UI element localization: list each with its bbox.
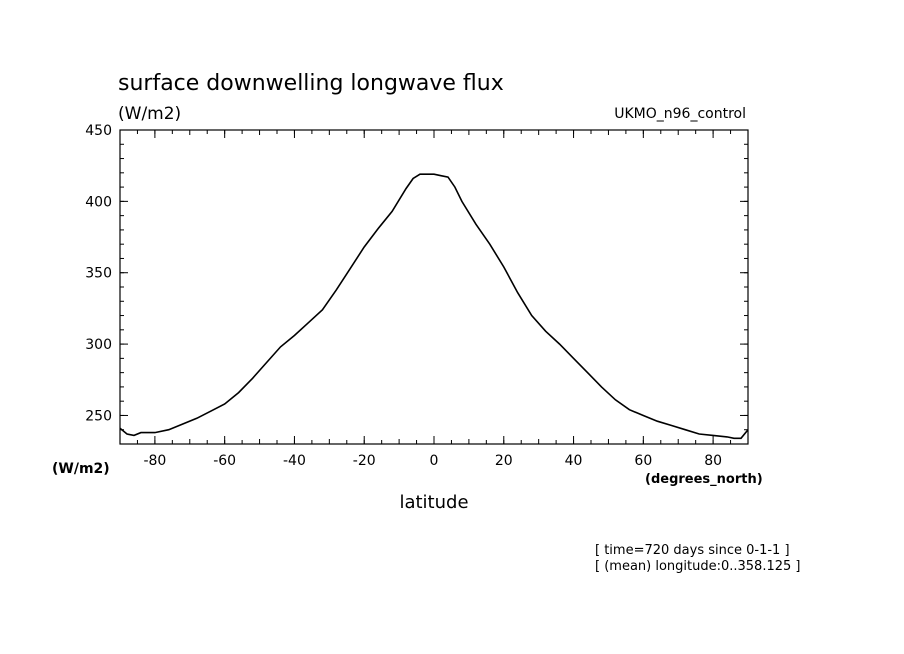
y-tick-label: 250 (85, 408, 112, 424)
x-tick-label: -40 (283, 453, 306, 469)
y-tick-labels: 250 300 350 400 450 (85, 123, 112, 424)
x-tick-label: 20 (495, 453, 513, 469)
units-label: (W/m2) (118, 104, 181, 124)
x-tick-label: -80 (143, 453, 166, 469)
y-tick-label: 300 (85, 337, 112, 353)
x-tick-label: 80 (704, 453, 722, 469)
x-axis-label: latitude (399, 492, 468, 513)
tick-marks (119, 129, 749, 445)
x-tick-label: 0 (430, 453, 439, 469)
plot-frame (119, 129, 749, 445)
y-tick-label: 400 (85, 194, 112, 210)
annotation-time: [ time=720 days since 0-1-1 ] (595, 543, 790, 558)
series-line (119, 173, 749, 440)
x-tick-labels: -80 -60 -40 -20 0 20 40 60 80 (143, 453, 722, 469)
y-tick-label: 350 (85, 266, 112, 282)
y-tick-label: 450 (85, 123, 112, 139)
x-units-label: (degrees_north) (645, 472, 763, 487)
y-units-label: (W/m2) (52, 461, 110, 477)
x-tick-label: 60 (634, 453, 652, 469)
x-tick-label: 40 (565, 453, 583, 469)
x-tick-label: -20 (353, 453, 376, 469)
x-tick-label: -60 (213, 453, 236, 469)
chart-title: surface downwelling longwave flux (118, 71, 504, 96)
annotation-longitude: [ (mean) longitude:0..358.125 ] (595, 559, 800, 574)
model-label: UKMO_n96_control (614, 106, 746, 122)
